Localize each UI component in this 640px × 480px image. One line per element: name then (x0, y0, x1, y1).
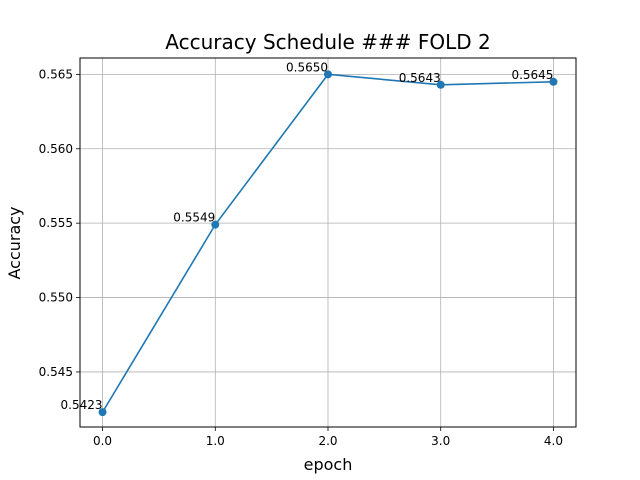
grid-lines (80, 58, 576, 427)
data-point (211, 220, 220, 229)
data-point (324, 70, 332, 79)
y-tick-label: 0.565 (39, 67, 73, 81)
data-label: 0.5643 (399, 71, 441, 85)
data-label: 0.5645 (511, 68, 553, 82)
data-point (98, 408, 107, 417)
data-labels: 0.5423 0.5549 0.5650 0.5643 0.5645 (61, 60, 554, 412)
x-axis-label: epoch (304, 455, 353, 474)
x-axis-ticks: 0.0 1.0 2.0 3.0 4.0 (93, 427, 563, 448)
x-tick-label: 0.0 (93, 434, 112, 448)
series-group (98, 70, 558, 417)
data-label: 0.5423 (61, 398, 103, 412)
y-tick-label: 0.555 (39, 216, 73, 230)
data-label: 0.5650 (286, 60, 328, 74)
x-tick-label: 2.0 (318, 434, 337, 448)
y-tick-label: 0.560 (39, 142, 73, 156)
y-axis-ticks: 0.545 0.550 0.555 0.560 0.565 (39, 67, 80, 379)
x-tick-label: 3.0 (431, 434, 450, 448)
y-tick-label: 0.550 (39, 291, 73, 305)
y-tick-label: 0.545 (39, 365, 73, 379)
data-label: 0.5549 (173, 211, 215, 225)
x-tick-label: 4.0 (544, 434, 563, 448)
chart-title: Accuracy Schedule ### FOLD 2 (165, 30, 490, 54)
plot-frame (79, 57, 577, 428)
data-point (436, 80, 445, 89)
data-point (549, 77, 558, 86)
x-tick-label: 1.0 (206, 434, 225, 448)
y-axis-label: Accuracy (5, 206, 24, 279)
